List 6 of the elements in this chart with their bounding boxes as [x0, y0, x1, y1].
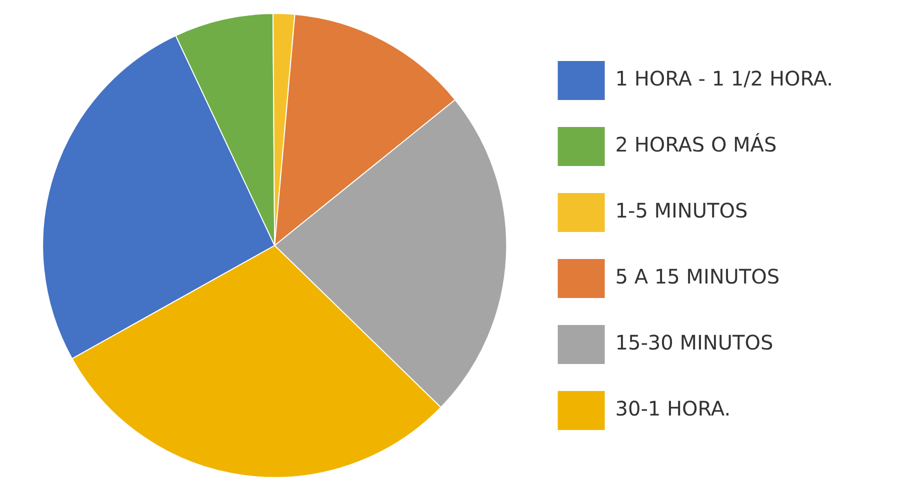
legend-label: 30-1 HORA. [615, 396, 731, 421]
legend-label: 5 A 15 MINUTOS [615, 264, 780, 289]
legend-label: 1-5 MINUTOS [615, 198, 748, 223]
legend-label: 15-30 MINUTOS [615, 330, 774, 355]
legend-label: 2 HORAS O MÁS [615, 132, 777, 157]
legend-label: 1 HORA - 1 1/2 HORA. [615, 66, 834, 91]
